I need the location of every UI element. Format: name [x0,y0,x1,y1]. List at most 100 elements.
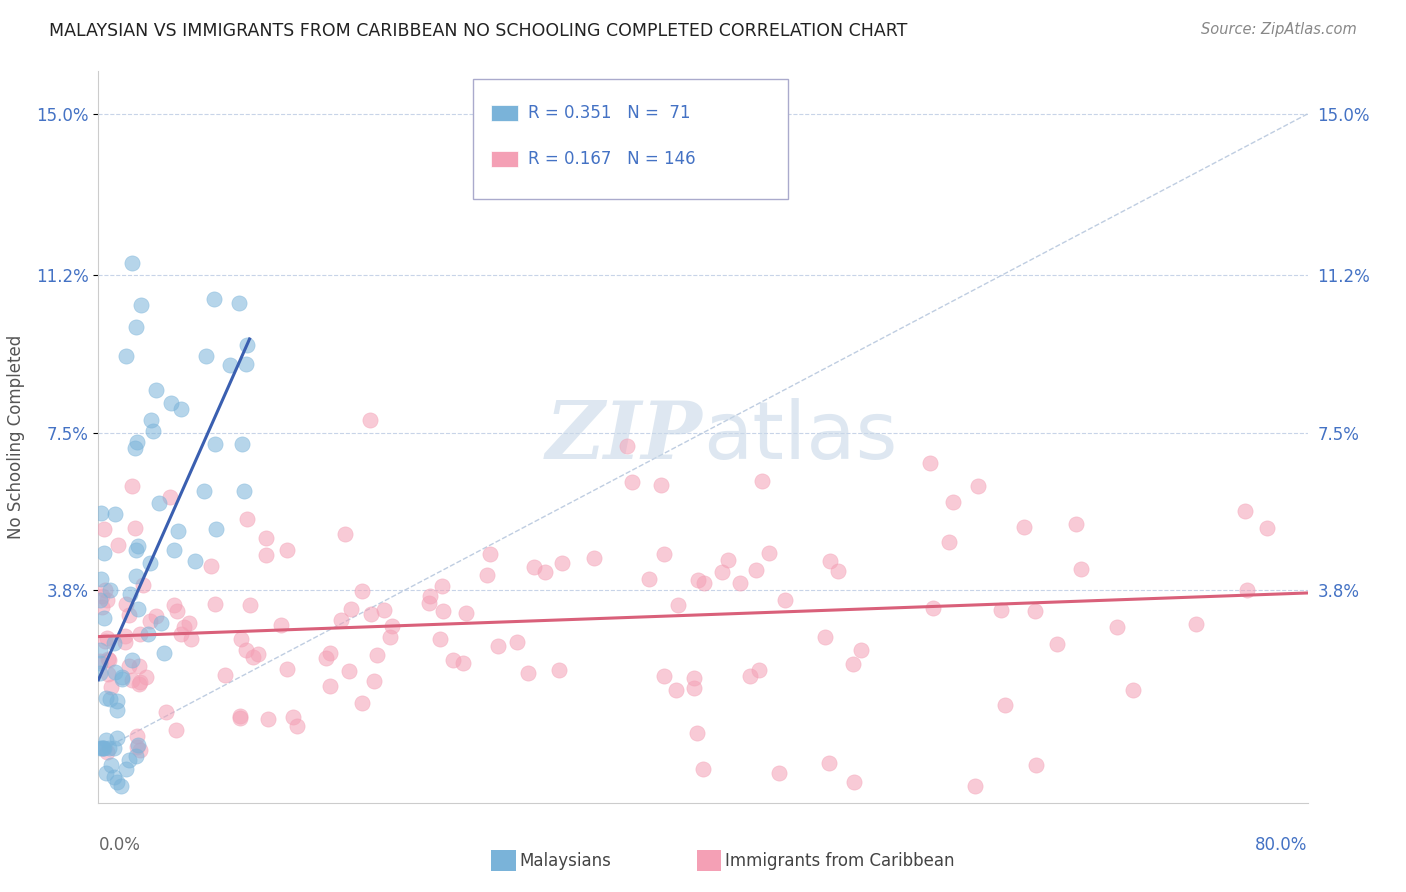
Point [430,579,453,593]
Point [990,603,1012,617]
Point [652,547,675,561]
Point [127,540,149,554]
Point [775,593,797,607]
Point [100,757,122,772]
Point [686,726,709,740]
Point [97,666,120,681]
FancyBboxPatch shape [492,850,516,871]
Point [231,632,253,647]
Point [842,657,865,672]
Point [129,674,152,689]
Point [89,740,111,755]
Point [918,456,941,470]
Point [352,584,374,599]
Point [184,554,207,568]
Point [751,475,773,489]
Point [115,598,138,612]
Point [121,653,143,667]
Point [506,635,529,649]
Point [148,496,170,510]
Point [125,749,148,764]
Point [283,710,305,724]
Point [938,535,960,549]
Point [94,583,117,598]
FancyBboxPatch shape [492,105,517,121]
Point [548,663,571,677]
Point [128,659,150,673]
Point [142,424,165,438]
Point [129,298,152,312]
Point [89,656,111,670]
Point [94,766,117,780]
Point [378,631,401,645]
Point [103,770,125,784]
Point [616,439,638,453]
Point [93,610,115,624]
Point [942,495,965,509]
Point [1122,682,1144,697]
Point [166,604,188,618]
Point [89,643,111,657]
Text: Source: ZipAtlas.com: Source: ZipAtlas.com [1201,22,1357,37]
Point [246,648,269,662]
Point [127,730,149,744]
Point [165,723,187,737]
Point [139,557,162,571]
Point [90,572,112,586]
Point [124,441,146,455]
Point [97,653,120,667]
Point [93,522,115,536]
Point [121,673,143,687]
Point [711,565,734,579]
Point [93,740,115,755]
Point [127,738,149,752]
Point [229,708,252,723]
Point [276,662,298,676]
Point [844,774,866,789]
Point [233,483,256,498]
Point [90,506,112,520]
Point [96,732,118,747]
Text: 80.0%: 80.0% [1256,836,1308,854]
Point [124,521,146,535]
Point [139,614,162,628]
Point [1233,504,1256,518]
Point [96,745,118,759]
Point [583,551,606,566]
Point [517,665,540,680]
Point [118,587,141,601]
Point [125,543,148,558]
Point [136,627,159,641]
Point [229,711,252,725]
Point [118,658,141,673]
Point [105,774,128,789]
Point [814,630,837,644]
Point [96,631,118,645]
Point [329,613,352,627]
Point [478,547,501,561]
Point [366,648,388,662]
Point [683,681,706,695]
Point [193,484,215,499]
Point [202,292,225,306]
Point [818,756,841,770]
Text: atlas: atlas [703,398,897,476]
FancyBboxPatch shape [474,78,787,200]
Point [429,632,451,646]
Point [173,620,195,634]
Point [683,671,706,685]
Point [118,607,141,622]
Point [254,549,277,563]
Point [127,602,149,616]
Point [204,597,226,611]
Point [127,739,149,754]
Point [1064,516,1087,531]
Point [360,413,382,427]
Point [100,692,122,706]
Text: MALAYSIAN VS IMMIGRANTS FROM CARIBBEAN NO SCHOOLING COMPLETED CORRELATION CHART: MALAYSIAN VS IMMIGRANTS FROM CARIBBEAN N… [49,22,908,40]
Point [1046,637,1069,651]
Point [451,656,474,670]
Point [145,609,167,624]
Point [170,626,193,640]
Point [768,766,790,780]
